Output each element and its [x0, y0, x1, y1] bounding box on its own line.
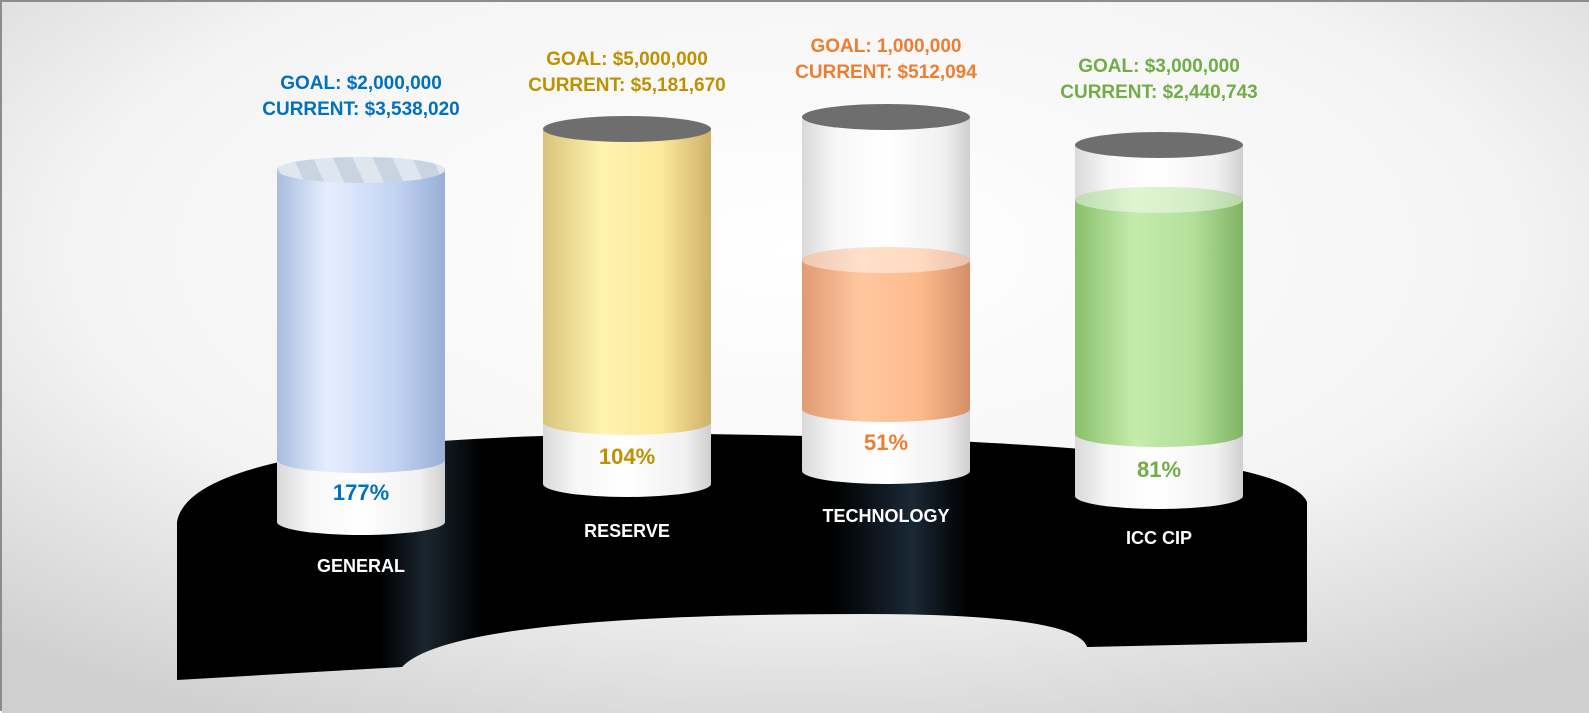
category-label: TECHNOLOGY [822, 506, 949, 526]
current-label: CURRENT: $512,094 [795, 62, 977, 83]
cylinder-3: GOAL: 1,000,000 CURRENT: $512,094 51% TECHN… [795, 36, 977, 526]
category-label: ICC CIP [1126, 528, 1192, 548]
current-label: CURRENT: $2,440,743 [1060, 82, 1257, 103]
cylinder-fill [543, 116, 711, 435]
category-label: RESERVE [584, 521, 670, 541]
chart-base [177, 433, 1307, 680]
current-label: CURRENT: $3,538,020 [262, 99, 459, 120]
cylinder-1: GOAL: $2,000,000 CURRENT: $3,538,020 177% G… [262, 73, 459, 576]
category-label: GENERAL [317, 556, 405, 576]
cylinder-fill [277, 157, 445, 473]
goal-label: GOAL: $2,000,000 [280, 73, 442, 94]
percent-label: 177% [333, 480, 389, 505]
cylinder-top [543, 116, 711, 142]
cylinder-top [802, 104, 970, 130]
cylinder-top [1075, 132, 1243, 158]
base-ring [177, 433, 1307, 680]
current-label: CURRENT: $5,181,670 [528, 75, 725, 96]
cylinder-4: GOAL: $3,000,000 CURRENT: $2,440,743 81% IC… [1060, 56, 1257, 548]
fill-surface [1075, 186, 1243, 213]
cylinder-fill [1075, 186, 1243, 447]
goal-label: GOAL: 1,000,000 [810, 36, 961, 57]
fill-surface [802, 247, 970, 274]
cylinder-top [277, 157, 445, 183]
percent-label: 81% [1137, 457, 1181, 482]
cylinder-2: GOAL: $5,000,000 CURRENT: $5,181,670 104% R… [528, 49, 725, 541]
goal-label: GOAL: $5,000,000 [546, 49, 708, 70]
cylinder-fill [802, 247, 970, 422]
goal-label: GOAL: $3,000,000 [1078, 56, 1240, 77]
percent-label: 104% [599, 444, 655, 469]
percent-label: 51% [864, 430, 908, 455]
